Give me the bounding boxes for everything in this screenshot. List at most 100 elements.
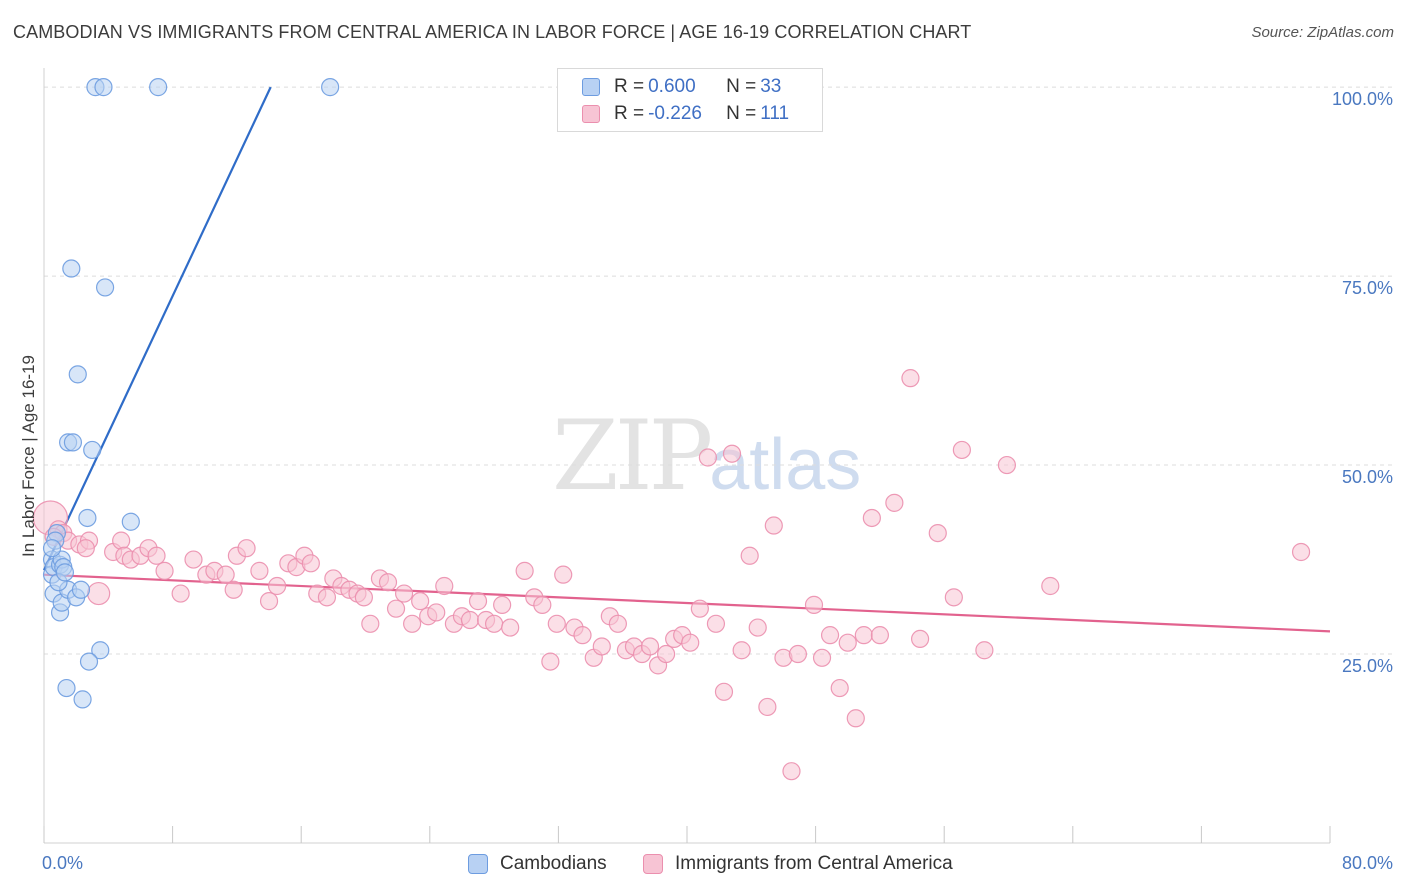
cambodian-point — [95, 278, 115, 297]
y-tick-label: 50.0% — [1342, 467, 1393, 487]
source-label: Source: ZipAtlas.com — [1251, 24, 1394, 41]
trend-line-cambodians — [43, 86, 272, 571]
central-america-point — [804, 595, 824, 614]
central-america-point — [952, 440, 971, 460]
central-america-point — [515, 561, 534, 580]
cambodian-point — [321, 78, 340, 97]
central-america-point — [870, 626, 890, 645]
axes — [43, 68, 1331, 844]
central-america-point — [301, 554, 320, 573]
central-america-point — [259, 592, 279, 611]
cambodian-point — [62, 259, 81, 278]
correlation-legend: R = 0.600 N = 33 R = -0.226 N = 111 — [557, 68, 823, 132]
central-america-point — [854, 626, 873, 645]
y-axis-label: In Labor Force | Age 16-19 — [19, 355, 38, 557]
central-america-point — [460, 610, 480, 630]
central-america-point — [112, 531, 131, 550]
bottom-legend-central-america: Immigrants from Central America — [643, 851, 953, 877]
central-america-point — [820, 626, 840, 645]
central-america-point — [885, 493, 904, 512]
axis-labels: 25.0% 50.0% 75.0% 100.0% 0.0% 80.0% In Labor F… — [19, 89, 1393, 873]
trend-lines — [43, 86, 1331, 633]
legend-r-value: 0.600 — [648, 76, 696, 97]
cambodian-point — [94, 78, 113, 97]
central-america-point — [216, 565, 235, 584]
bottom-legend-label-cambodians: Cambodians — [500, 853, 607, 874]
central-america-point — [573, 626, 592, 645]
central-america-point — [354, 588, 373, 607]
central-america-point — [547, 614, 566, 633]
cambodian-point — [149, 78, 168, 97]
legend-n-label: N = — [726, 76, 757, 97]
x-tick-label-max: 80.0% — [1342, 853, 1393, 873]
central-america-point — [782, 762, 801, 781]
central-america-point — [812, 648, 832, 667]
central-america-point — [838, 633, 857, 652]
central-america-point — [714, 682, 734, 701]
central-america-point — [76, 539, 95, 558]
central-america-point — [267, 576, 287, 596]
central-america-point — [748, 618, 767, 637]
central-america-point — [87, 581, 111, 606]
cambodian-point — [68, 365, 87, 384]
legend-n-label: N = — [726, 103, 757, 124]
central-america-point — [681, 633, 700, 652]
central-america-point — [706, 614, 726, 633]
central-america-point — [171, 584, 190, 603]
data-points — [32, 78, 1311, 781]
cambodian-point — [42, 539, 62, 558]
central-america-point — [901, 369, 920, 388]
chart-title: CAMBODIAN VS IMMIGRANTS FROM CENTRAL AME… — [13, 22, 972, 42]
cambodian-point — [55, 563, 74, 582]
central-america-point — [764, 516, 783, 535]
cambodian-point — [83, 440, 102, 460]
cambodian-point — [73, 690, 92, 709]
trend-line-central-america — [43, 573, 1331, 633]
cambodian-point — [79, 652, 99, 671]
central-america-point — [1041, 576, 1060, 596]
cambodian-point — [91, 641, 110, 660]
central-america-point — [147, 546, 166, 565]
legend-n-value: 33 — [760, 76, 782, 97]
central-america-point — [317, 588, 337, 607]
central-america-point — [378, 573, 398, 592]
central-america-point — [468, 592, 488, 611]
central-america-point — [184, 550, 203, 569]
central-america-point — [237, 539, 256, 558]
central-america-point — [788, 644, 808, 664]
central-america-point — [830, 678, 849, 698]
x-tick-label-min: 0.0% — [42, 853, 83, 873]
bottom-legend-swatch-central-america — [643, 854, 663, 874]
central-america-point — [533, 595, 552, 614]
central-america-point — [928, 523, 947, 543]
central-america-point — [608, 614, 627, 633]
legend-r-label: R = — [614, 103, 645, 124]
watermark: ZIPatlas — [552, 400, 861, 512]
central-america-point — [435, 576, 454, 596]
central-america-point — [386, 599, 406, 618]
central-america-point — [554, 565, 573, 584]
y-tick-label: 25.0% — [1342, 656, 1393, 676]
legend-row-cambodians: R = 0.600 N = 33 — [582, 74, 781, 100]
central-america-point — [411, 592, 430, 611]
cambodian-point — [121, 512, 140, 531]
central-america-point — [224, 580, 243, 599]
central-america-point — [690, 599, 709, 618]
central-america-point — [997, 455, 1016, 475]
central-america-point — [394, 584, 414, 603]
central-america-point — [722, 444, 742, 463]
central-america-point — [732, 641, 751, 660]
cambodian-point — [63, 433, 83, 452]
watermark-zip: ZIP — [552, 400, 713, 512]
central-america-point — [657, 644, 676, 664]
bottom-legend-swatch-cambodians — [468, 854, 488, 874]
legend-swatch-cambodians — [582, 78, 600, 96]
central-america-point — [740, 546, 759, 565]
central-america-point — [758, 697, 777, 717]
central-america-point — [501, 618, 520, 637]
central-america-point — [862, 508, 881, 528]
bottom-legend-label-central-america: Immigrants from Central America — [675, 853, 953, 874]
central-america-point — [403, 614, 422, 633]
cambodian-point — [71, 580, 91, 599]
cambodian-point — [57, 678, 76, 698]
